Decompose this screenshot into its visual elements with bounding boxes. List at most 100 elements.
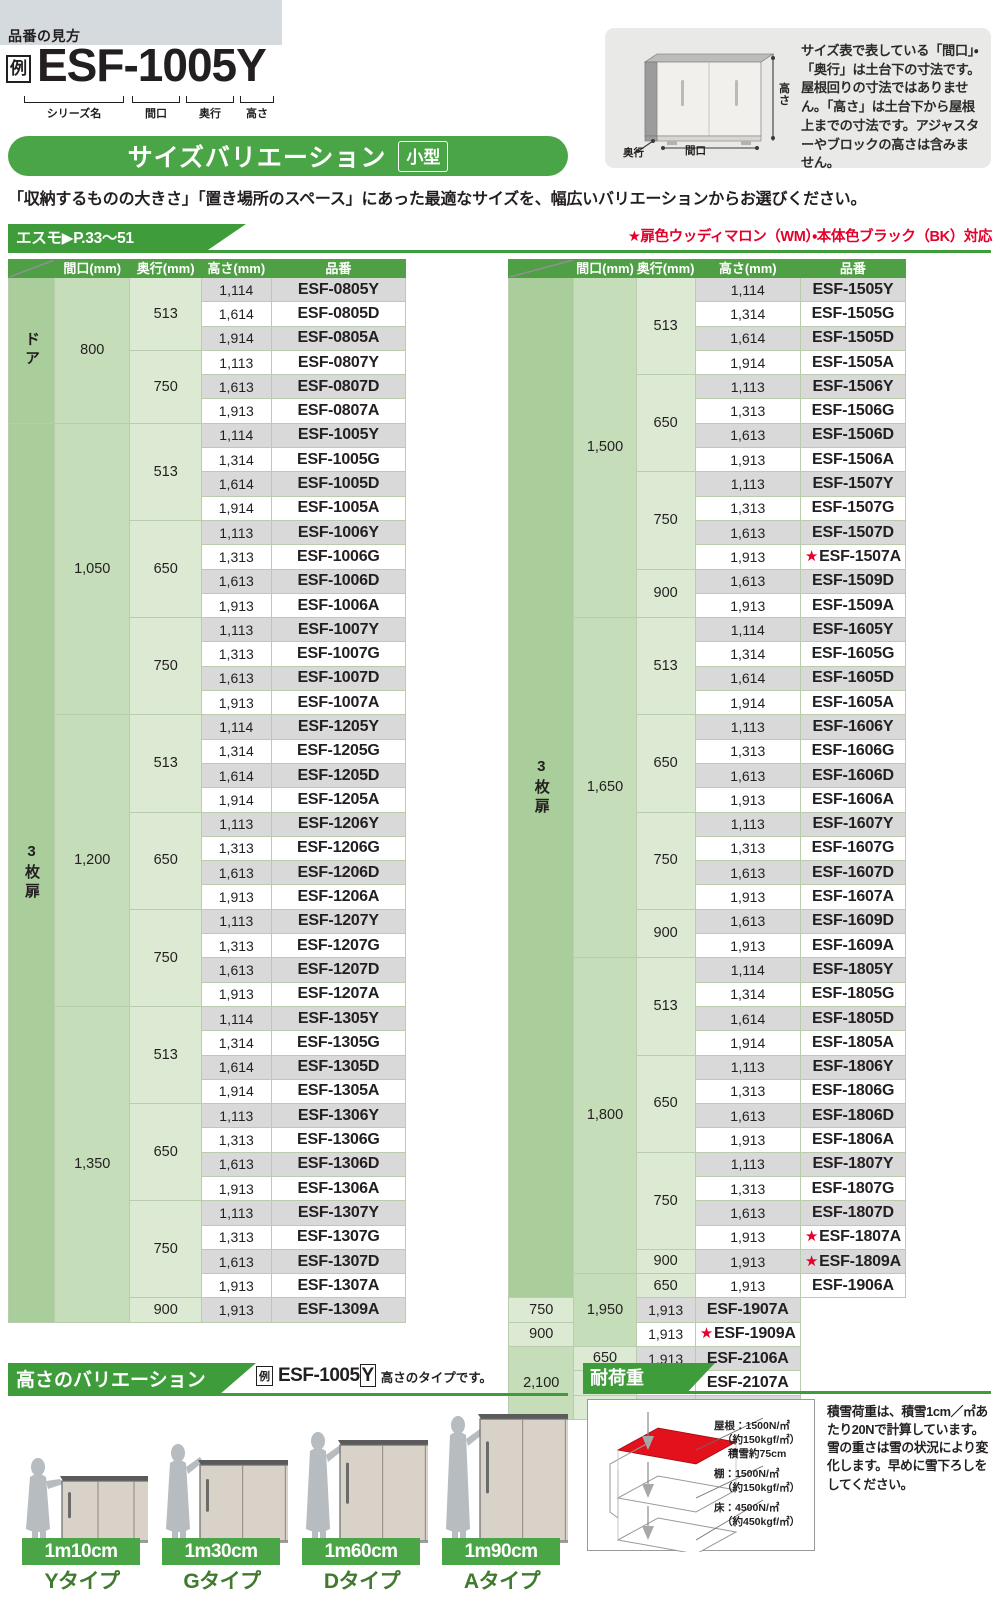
- model-number-cell[interactable]: ESF-1305D: [270, 1054, 407, 1080]
- model-number-cell[interactable]: ESF-1907A: [694, 1297, 801, 1323]
- height-variation-figure: [296, 1401, 479, 1544]
- model-number-cell[interactable]: ESF-1306A: [270, 1175, 407, 1202]
- model-number-cell[interactable]: ESF-1207A: [270, 981, 407, 1007]
- model-number-cell[interactable]: ESF-1306D: [270, 1151, 407, 1177]
- model-number-cell[interactable]: ★ESF-1507A: [799, 544, 907, 570]
- model-number-cell[interactable]: ESF-1006G: [270, 544, 407, 570]
- model-number-cell[interactable]: ESF-1605Y: [799, 617, 907, 643]
- model-number-cell[interactable]: ESF-1806A: [799, 1127, 907, 1153]
- model-number-cell[interactable]: ESF-1205D: [270, 762, 407, 789]
- model-number-cell[interactable]: ESF-0805Y: [270, 276, 407, 303]
- model-number-cell[interactable]: ESF-1309A: [270, 1297, 407, 1323]
- model-number-cell[interactable]: ESF-1807Y: [799, 1151, 907, 1177]
- model-number-cell[interactable]: ESF-1605G: [799, 641, 907, 667]
- height-cell: 1,114: [200, 276, 272, 303]
- model-number-cell[interactable]: ESF-1506G: [799, 398, 907, 424]
- model-number-cell[interactable]: ESF-1505D: [799, 325, 907, 351]
- model-number-cell[interactable]: ESF-1006Y: [270, 519, 407, 546]
- model-number-cell[interactable]: ESF-1007A: [270, 690, 407, 716]
- model-number-cell[interactable]: ESF-1507D: [799, 519, 907, 546]
- model-number-cell[interactable]: ESF-1609A: [799, 933, 907, 959]
- model-number-cell[interactable]: ESF-1606G: [799, 738, 907, 764]
- model-number-cell[interactable]: ESF-1305A: [270, 1078, 407, 1105]
- model-number-cell[interactable]: ESF-1606D: [799, 762, 907, 789]
- model-number-cell[interactable]: ESF-1506Y: [799, 374, 907, 400]
- table-row: 2,100 650 1,913 ESF-2106A: [507, 1346, 906, 1420]
- model-number-cell[interactable]: ESF-1307G: [270, 1224, 407, 1250]
- model-number-cell[interactable]: ESF-1606Y: [799, 714, 907, 740]
- model-number-cell[interactable]: ESF-1507G: [799, 495, 907, 521]
- model-number-cell[interactable]: ESF-0807A: [270, 398, 407, 424]
- series-reference-tab[interactable]: エスモ▶P.33〜51: [8, 224, 246, 250]
- model-number-cell[interactable]: ★ESF-1807A: [799, 1224, 907, 1250]
- model-number-cell[interactable]: ESF-1806D: [799, 1103, 907, 1129]
- model-number-cell[interactable]: ESF-1906A: [799, 1273, 907, 1299]
- model-number-cell[interactable]: ESF-1807G: [799, 1175, 907, 1202]
- model-number-cell[interactable]: ESF-1307A: [270, 1273, 407, 1299]
- model-number-cell[interactable]: ★ESF-1809A: [799, 1248, 907, 1275]
- model-number-cell[interactable]: ESF-1005A: [270, 495, 407, 521]
- model-number-cell[interactable]: ESF-1205A: [270, 787, 407, 813]
- model-number-cell[interactable]: ESF-1007D: [270, 665, 407, 692]
- table-row: 1,313 ESF-1807G: [509, 1175, 907, 1202]
- model-number-cell[interactable]: ESF-1006A: [270, 592, 407, 619]
- model-number-cell[interactable]: ESF-1505Y: [799, 276, 907, 303]
- model-number-cell[interactable]: ESF-1606A: [799, 787, 907, 813]
- model-number-cell[interactable]: ESF-1805D: [799, 1005, 907, 1032]
- series-reference-label: エスモ▶P.33〜51: [16, 230, 134, 247]
- model-number-cell[interactable]: ESF-1007Y: [270, 617, 407, 643]
- model-number-cell[interactable]: ESF-1506D: [799, 422, 907, 449]
- table-header-row: 間口(mm) 奥行(mm) 高さ(mm) 品番: [507, 259, 907, 278]
- model-number-cell[interactable]: ESF-1605D: [799, 665, 907, 692]
- model-number-cell[interactable]: ESF-1206A: [270, 884, 407, 910]
- model-number-cell[interactable]: ESF-1505G: [799, 301, 907, 327]
- model-number-cell[interactable]: ESF-1206G: [270, 835, 407, 862]
- model-number-cell[interactable]: ESF-1509D: [799, 568, 907, 594]
- table-row: 1,613 ESF-1806D: [509, 1103, 907, 1129]
- model-number-cell[interactable]: ESF-1509A: [799, 592, 907, 619]
- model-number-cell[interactable]: ESF-1609D: [799, 908, 907, 935]
- model-number-cell[interactable]: ESF-0805A: [270, 325, 407, 351]
- model-number-cell[interactable]: ESF-1806G: [799, 1078, 907, 1105]
- star-icon: ★: [804, 1228, 819, 1246]
- model-number-cell[interactable]: ESF-1006D: [270, 568, 407, 594]
- table-row: 650 1,113 ESF-1506Y: [509, 374, 907, 473]
- model-number-cell[interactable]: ESF-1607A: [799, 884, 907, 910]
- model-number-cell[interactable]: ESF-1005D: [270, 471, 407, 497]
- model-number-cell[interactable]: ESF-1805A: [799, 1030, 907, 1056]
- model-number-cell[interactable]: ESF-1305Y: [270, 1005, 407, 1032]
- model-number-cell[interactable]: ★ESF-1909A: [694, 1321, 801, 1348]
- model-number-cell[interactable]: ESF-1605A: [799, 690, 907, 716]
- model-number-cell[interactable]: ESF-1805G: [799, 981, 907, 1007]
- model-number-cell[interactable]: ESF-1307D: [270, 1248, 407, 1275]
- model-number-cell[interactable]: ESF-1007G: [270, 641, 407, 667]
- model-number-cell[interactable]: ESF-1205G: [270, 738, 407, 764]
- model-number-cell[interactable]: ESF-2106A: [694, 1346, 801, 1372]
- model-number-cell[interactable]: ESF-1005G: [270, 447, 407, 473]
- model-number-cell[interactable]: ESF-1207Y: [270, 908, 407, 935]
- model-number-cell[interactable]: ESF-1505A: [799, 349, 907, 376]
- model-number-cell[interactable]: ESF-1207G: [270, 933, 407, 959]
- col-header-model: 品番: [270, 259, 407, 278]
- model-number-cell[interactable]: ESF-1807D: [799, 1200, 907, 1226]
- height-type-label: Yタイプ: [44, 1570, 120, 1593]
- model-number-cell[interactable]: ESF-1506A: [799, 447, 907, 473]
- model-number-cell[interactable]: ESF-1306G: [270, 1127, 407, 1153]
- model-number-cell[interactable]: ESF-0807Y: [270, 349, 407, 376]
- model-number-cell[interactable]: ESF-1307Y: [270, 1200, 407, 1226]
- model-number-cell[interactable]: ESF-1806Y: [799, 1054, 907, 1080]
- model-number-cell[interactable]: ESF-1305G: [270, 1030, 407, 1056]
- model-number-cell[interactable]: ESF-1607G: [799, 835, 907, 862]
- model-number-cell[interactable]: ESF-1206D: [270, 860, 407, 886]
- model-number-cell[interactable]: ESF-1005Y: [270, 422, 407, 449]
- model-number-cell[interactable]: ESF-1207D: [270, 957, 407, 983]
- model-number-cell[interactable]: ESF-1306Y: [270, 1103, 407, 1129]
- model-number-cell[interactable]: ESF-0807D: [270, 374, 407, 400]
- model-number-cell[interactable]: ESF-1607D: [799, 860, 907, 886]
- model-number-cell[interactable]: ESF-1507Y: [799, 471, 907, 497]
- model-number-cell[interactable]: ESF-1607Y: [799, 811, 907, 837]
- model-number-cell[interactable]: ESF-1205Y: [270, 714, 407, 740]
- model-number-cell[interactable]: ESF-0805D: [270, 301, 407, 327]
- model-number-cell[interactable]: ESF-1206Y: [270, 811, 407, 837]
- model-number-cell[interactable]: ESF-1805Y: [799, 957, 907, 983]
